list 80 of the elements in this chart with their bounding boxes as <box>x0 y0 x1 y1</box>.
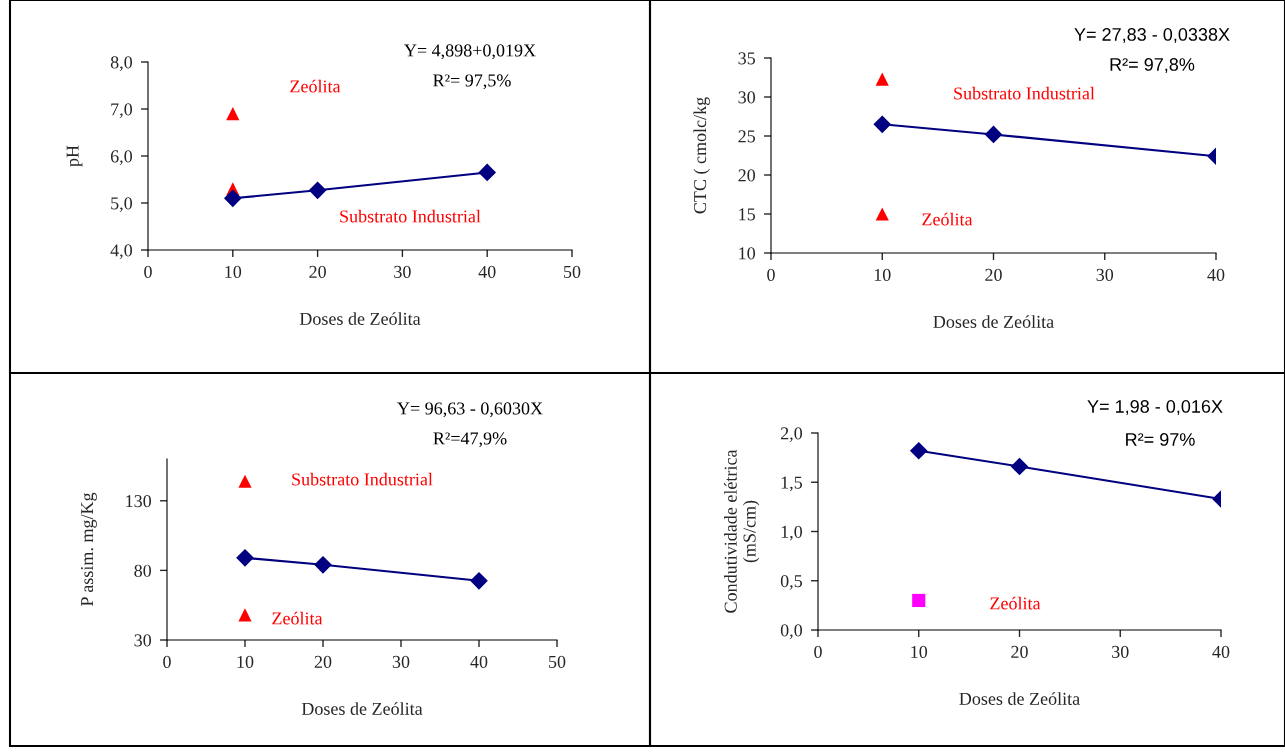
y-tick-label: 30 <box>134 634 152 647</box>
x-tick-label: 40 <box>478 265 496 278</box>
y-tick-label: 20 <box>738 169 756 182</box>
y-tick-label: 80 <box>134 564 152 577</box>
text: Y= 27,83 - 0,0338X <box>1074 28 1230 43</box>
x-tick-label: 30 <box>1096 268 1114 281</box>
x-tick-label: 40 <box>1207 268 1225 281</box>
point <box>314 556 332 574</box>
point <box>224 189 242 207</box>
x-axis-title: Doses de Zeólita <box>959 692 1080 705</box>
x-axis-title: Doses de Zeólita <box>933 315 1054 328</box>
x-tick-label: 0 <box>814 645 822 658</box>
x-tick-label: 20 <box>309 265 326 278</box>
x-tick-label: 50 <box>549 655 566 668</box>
annotation: Substrato Industrial <box>954 86 1095 100</box>
point <box>984 125 1003 143</box>
y-tick-label: 30 <box>738 91 756 104</box>
point <box>1010 457 1029 476</box>
x-tick-label: 20 <box>1011 645 1028 658</box>
x-tick-label: 40 <box>1212 645 1230 658</box>
text: R²=47,9% <box>433 432 507 448</box>
y-tick-label: 10 <box>739 247 756 260</box>
x-axis-title: Doses de Zeólita <box>299 312 421 325</box>
y-tick-label: 15 <box>739 208 756 221</box>
point <box>478 163 496 182</box>
x-tick-label: 30 <box>1112 645 1129 658</box>
y-axis-title: P assim. mg/Kg <box>81 492 97 607</box>
point <box>910 442 928 460</box>
y-tick-label: 5,0 <box>111 197 133 213</box>
y-tick-label: 2,0 <box>780 427 803 443</box>
x-tick-label: 0 <box>767 268 775 281</box>
x-tick-label: 0 <box>163 655 171 668</box>
annotation: Zeólita <box>990 596 1041 610</box>
annotation: Zeólita <box>272 611 323 625</box>
point <box>309 181 327 199</box>
x-tick-label: 10 <box>874 268 891 281</box>
y-axis-title: Condutividade elétrica (mS/cm) <box>724 449 760 613</box>
x-tick-label: 40 <box>470 655 488 668</box>
y-tick-label: 25 <box>738 130 756 143</box>
point <box>238 608 252 622</box>
y-tick-label: 6,0 <box>110 150 133 166</box>
point <box>470 572 488 590</box>
point <box>912 593 926 608</box>
x-tick-label: 10 <box>225 265 242 278</box>
y-tick-label: 35 <box>738 52 756 65</box>
point <box>875 207 889 221</box>
y-tick-label: 130 <box>126 495 152 508</box>
x-axis-title: Doses de Zeólita <box>301 702 423 715</box>
x-tick-label: 30 <box>392 655 410 668</box>
annotation: Substrato Industrial <box>340 209 481 223</box>
text: Y= 4,898+0,019X <box>404 44 536 60</box>
x-tick-label: 0 <box>144 265 152 278</box>
x-tick-label: 10 <box>911 645 928 658</box>
point <box>236 549 254 567</box>
text: Y= 1,98 - 0,016X <box>1087 400 1223 415</box>
annotation: Substrato Industrial <box>292 472 433 486</box>
x-tick-label: 10 <box>237 655 254 668</box>
x-tick-label: 50 <box>564 265 581 278</box>
x-tick-label: 20 <box>314 655 332 668</box>
y-tick-label: 1,0 <box>781 525 803 541</box>
text: Y= 96,63 - 0,6030X <box>397 402 543 418</box>
annotation: R²= 97,5% <box>433 74 511 90</box>
point <box>873 115 891 133</box>
annotation: R²= 97% <box>1126 433 1195 446</box>
annotation: Zeólita <box>922 212 973 226</box>
x-tick-label: 20 <box>985 268 1002 281</box>
point <box>875 72 889 86</box>
y-tick-label: 7,0 <box>111 103 133 119</box>
y-axis-title: CTC ( cmolc/kg <box>693 97 710 214</box>
x-tick-label: 30 <box>394 265 411 278</box>
y-tick-label: 8,0 <box>110 56 133 72</box>
point <box>226 107 240 121</box>
point <box>238 474 252 488</box>
y-tick-label: 4,0 <box>110 244 133 260</box>
annotation: Zeólita <box>290 79 341 93</box>
y-tick-label: 0,0 <box>780 624 803 640</box>
y-tick-label: 0,5 <box>780 575 803 590</box>
y-tick-label: 1,5 <box>781 476 803 492</box>
annotation: R²= 97,8% <box>1110 58 1195 73</box>
y-axis-title: pH <box>66 145 83 167</box>
